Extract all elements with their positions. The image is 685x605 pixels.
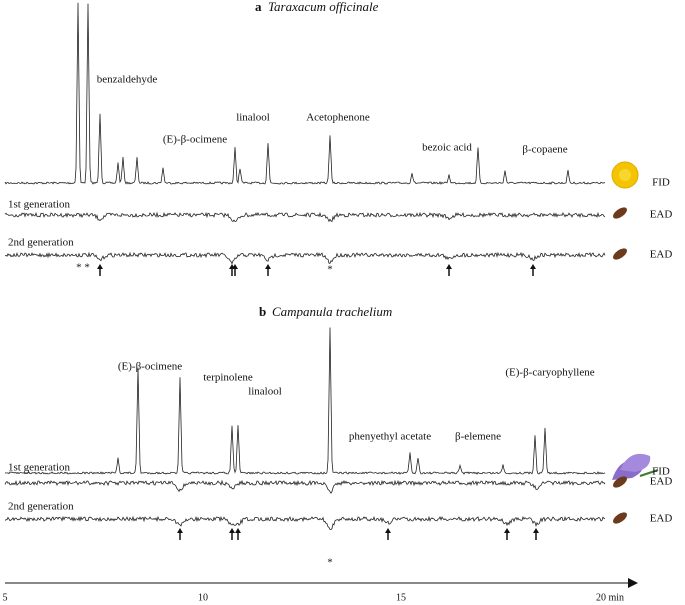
response-arrow-head	[504, 528, 510, 533]
label: * *	[76, 262, 90, 274]
flower-icon	[612, 453, 659, 480]
response-arrow-head	[177, 528, 183, 533]
axis-tick-label: 5	[3, 592, 8, 603]
label: (E)-β-caryophyllene	[505, 367, 594, 379]
ead-trace	[4, 515, 606, 531]
label: FID	[652, 177, 670, 189]
response-arrow-head	[385, 528, 391, 533]
fid-trace	[4, 2, 606, 185]
label: 1st generation	[8, 199, 71, 211]
axis-tick-label: 15	[396, 592, 406, 603]
label: Acetophenone	[306, 112, 370, 124]
label: phenyethyl acetate	[349, 431, 431, 443]
panel-letter: b	[259, 304, 266, 319]
response-arrow-head	[533, 528, 539, 533]
axis-arrow	[628, 578, 638, 588]
response-arrow-head	[530, 264, 536, 269]
label: EAD	[650, 249, 673, 261]
panel-b-title: b Campanula trachelium	[259, 304, 392, 319]
label: FID	[652, 466, 670, 478]
axis-tick-label: 10	[198, 592, 208, 603]
label: β-copaene	[522, 144, 567, 156]
response-arrow-head	[235, 528, 241, 533]
ead-trace	[4, 211, 606, 223]
label: linalool	[248, 386, 282, 398]
label: EAD	[650, 476, 673, 488]
panel-a-title: a Taraxacum officinale	[255, 0, 379, 14]
axis-tick-label: 20 min	[596, 592, 624, 603]
response-arrow-head	[97, 264, 103, 269]
label: EAD	[650, 513, 673, 525]
response-arrow-head	[446, 264, 452, 269]
response-arrow-head	[229, 528, 235, 533]
label: *	[327, 264, 333, 276]
label: 2nd generation	[8, 501, 74, 513]
ead-trace	[4, 479, 606, 494]
label: benzaldehyde	[97, 74, 158, 86]
response-arrow-head	[265, 264, 271, 269]
label: bezoic acid	[422, 142, 472, 154]
label: (E)-β-ocimene	[163, 134, 227, 146]
label: (E)-β-ocimene	[118, 361, 182, 373]
label: terpinolene	[203, 372, 253, 384]
label: 1st generation	[8, 462, 71, 474]
label: 2nd generation	[8, 237, 74, 249]
species: Taraxacum officinale	[268, 0, 379, 14]
bee-icons	[613, 207, 627, 524]
panel-letter: a	[255, 0, 262, 14]
label: *	[327, 557, 333, 569]
fid-trace	[4, 327, 606, 475]
dandelion-icon	[611, 161, 639, 189]
label: β-elemene	[455, 431, 501, 443]
label: linalool	[236, 112, 270, 124]
ead-trace	[5, 251, 606, 265]
label: EAD	[650, 209, 673, 221]
species: Campanula trachelium	[272, 304, 392, 319]
response-arrow-head	[232, 264, 238, 269]
